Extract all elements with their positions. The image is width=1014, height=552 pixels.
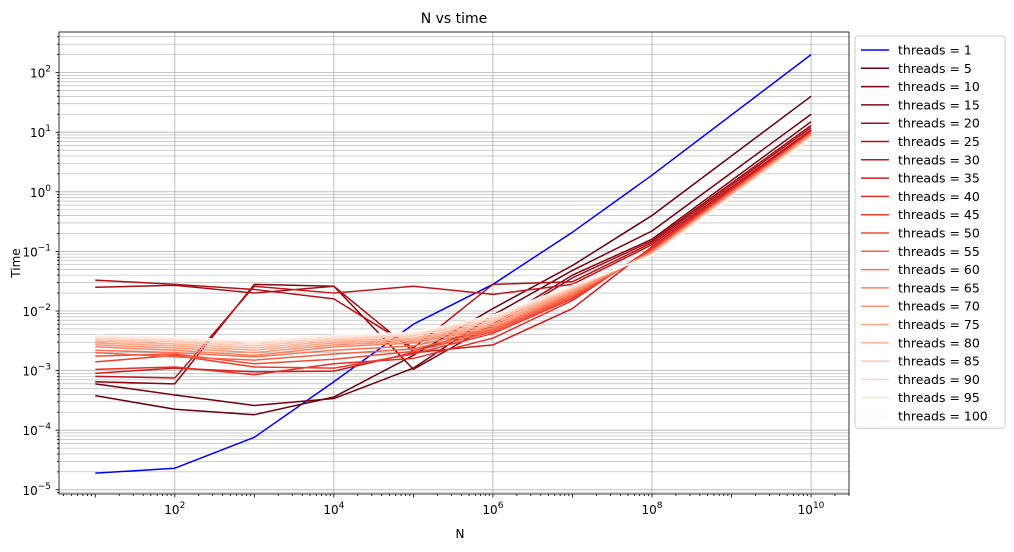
series-layer [95, 54, 812, 474]
series-line-3 [95, 121, 812, 385]
legend-label: threads = 65 [898, 280, 980, 295]
legend-label: threads = 90 [898, 372, 980, 387]
y-tick-label: 10−1 [22, 243, 51, 259]
legend-label: threads = 20 [898, 116, 980, 131]
legend-label: threads = 100 [898, 409, 988, 424]
series-line-20 [95, 138, 812, 342]
y-tick-label: 10−5 [22, 482, 51, 498]
x-tick-label: 102 [164, 501, 185, 517]
legend-label: threads = 25 [898, 134, 980, 149]
legend-label: threads = 55 [898, 244, 980, 259]
legend-label: threads = 85 [898, 354, 980, 369]
legend-label: threads = 30 [898, 152, 980, 167]
legend-label: threads = 15 [898, 97, 980, 112]
legend-label: threads = 50 [898, 226, 980, 241]
x-tick-label: 108 [641, 501, 662, 517]
ticks: 102 104 106 108 1010 10−5 10−4 10−3 10−2 10−1 100 1… [22, 36, 850, 517]
legend-label: threads = 10 [898, 79, 980, 94]
y-tick-label: 10−2 [22, 303, 51, 319]
y-tick-label: 101 [30, 124, 51, 140]
plot-frame [58, 31, 850, 495]
series-line-1 [95, 95, 812, 416]
legend-label: threads = 5 [898, 61, 972, 76]
series-line-0 [95, 54, 812, 474]
series-line-5 [95, 126, 812, 349]
y-tick-label: 10−4 [22, 422, 51, 438]
legend-label: threads = 45 [898, 207, 980, 222]
legend-label: threads = 80 [898, 335, 980, 350]
series-line-2 [95, 113, 812, 407]
legend-label: threads = 75 [898, 317, 980, 332]
legend-label: threads = 35 [898, 171, 980, 186]
x-tick-label: 104 [323, 501, 344, 517]
legend: threads = 1 threads = 5 threads = 10 thread… [854, 35, 1006, 429]
chart-title: N vs time [421, 11, 488, 27]
y-tick-label: 10−3 [22, 363, 51, 379]
x-axis-label: N [456, 527, 465, 541]
legend-label: threads = 1 [898, 43, 972, 58]
legend-box [854, 35, 1006, 429]
y-tick-label: 100 [30, 184, 51, 200]
legend-label: threads = 70 [898, 299, 980, 314]
legend-label: threads = 60 [898, 262, 980, 277]
x-tick-label: 106 [482, 501, 503, 517]
legend-label: threads = 40 [898, 189, 980, 204]
y-tick-label: 102 [30, 65, 51, 81]
legend-label: threads = 95 [898, 390, 980, 405]
y-axis-label: Time [9, 248, 23, 278]
x-tick-label: 1010 [798, 501, 825, 517]
